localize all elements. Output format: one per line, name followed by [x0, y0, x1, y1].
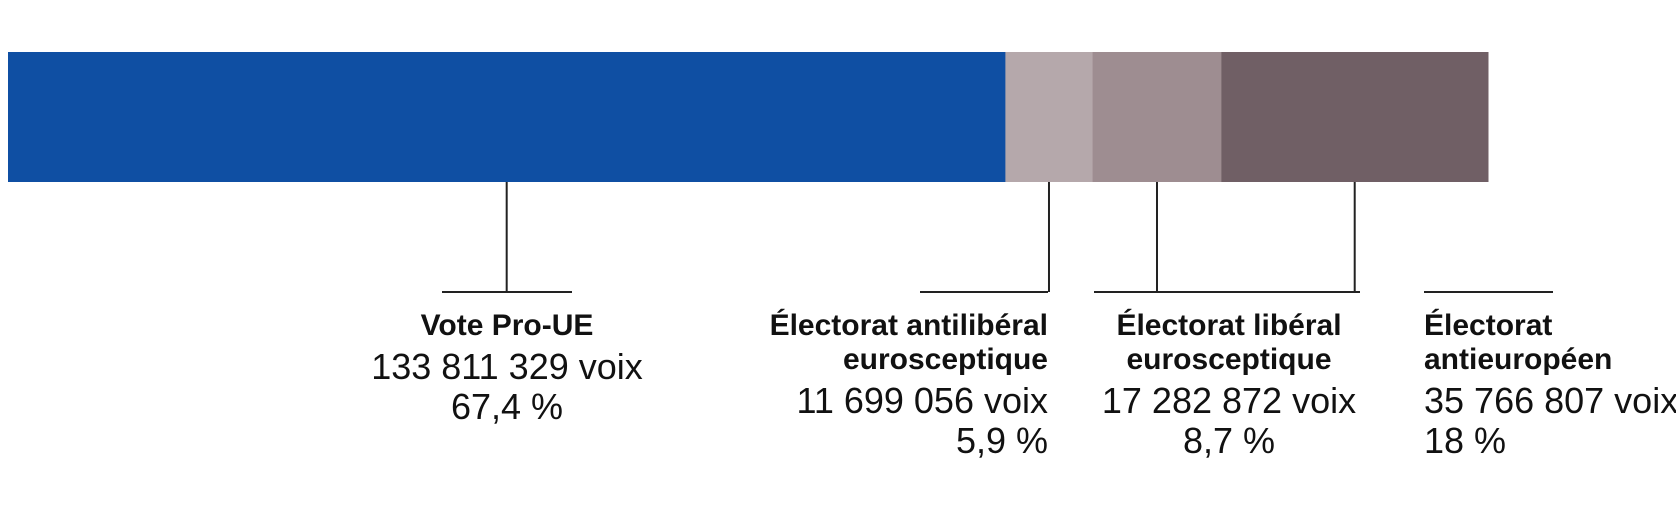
segment-votes-4: 35 766 807 voix	[1424, 380, 1676, 421]
leader-lines	[442, 182, 1553, 293]
bar-segments	[8, 52, 1489, 182]
segment-percent-3: 8,7 %	[1183, 420, 1275, 461]
bar-segment-3	[1092, 52, 1222, 182]
segment-title-3: Électorat libéral	[1116, 308, 1341, 342]
bar-segment-1	[8, 52, 1006, 182]
segment-title-3: eurosceptique	[1126, 343, 1331, 376]
segment-votes-3: 17 282 872 voix	[1102, 380, 1356, 421]
segment-percent-2: 5,9 %	[956, 420, 1048, 461]
segment-title-2: eurosceptique	[843, 343, 1048, 376]
segment-percent-4: 18 %	[1424, 420, 1506, 461]
segment-title-2: Électorat antilibéral	[770, 308, 1048, 342]
segment-title-4: antieuropéen	[1424, 343, 1612, 376]
bar-segment-2	[1005, 52, 1094, 182]
segment-votes-2: 11 699 056 voix	[796, 380, 1048, 421]
segment-votes-1: 133 811 329 voix	[371, 346, 643, 387]
bar-segment-4	[1221, 52, 1489, 182]
segment-percent-1: 67,4 %	[451, 386, 563, 427]
segment-title-4: Électorat	[1424, 308, 1552, 342]
segment-title-1: Vote Pro-UE	[421, 309, 594, 342]
